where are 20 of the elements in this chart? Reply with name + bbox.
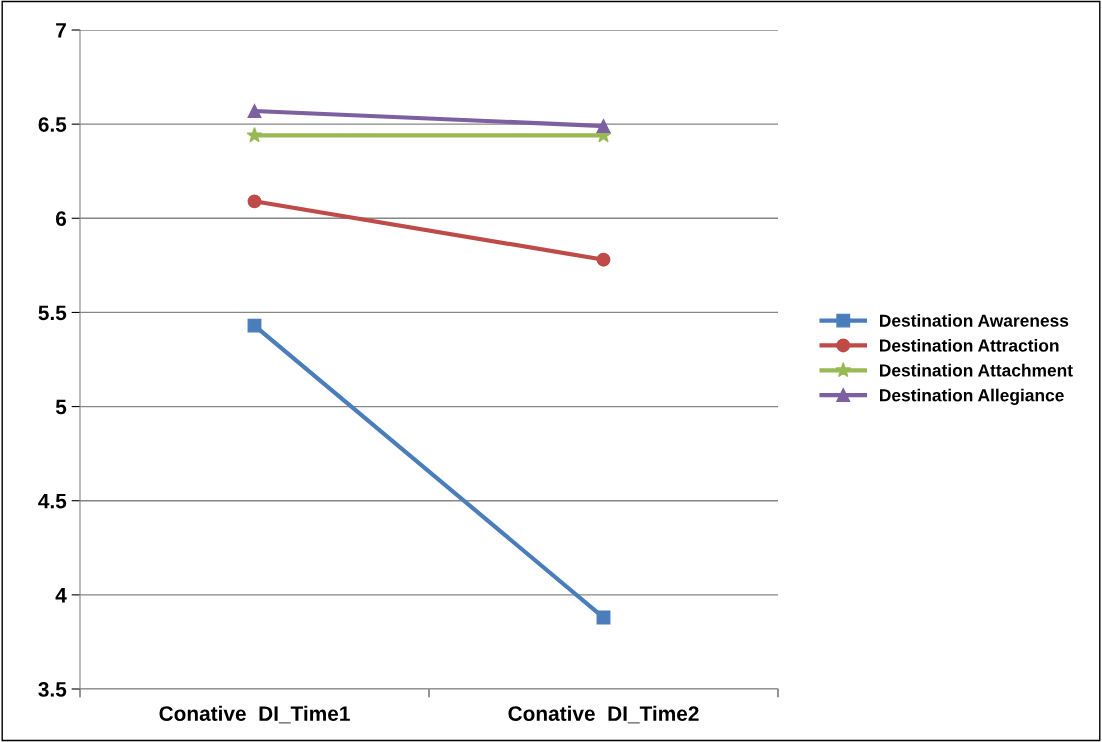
y-tick-label: 6.5 [38,117,67,132]
y-tick-label: 6 [55,211,67,227]
legend-label: Destination Attachment [880,363,1073,377]
y-tick-label: 4 [55,588,67,603]
y-tick-label: 5 [55,399,67,415]
x-tick-label: Conative DI_Time2 [508,705,699,724]
point [246,127,263,143]
legend-label: Destination Attraction [880,338,1059,352]
y-tick-label: 7 [56,23,66,38]
legend-label: Destination Allegiance [880,388,1064,405]
point [247,194,262,209]
y-tick-label: 4.5 [38,493,67,509]
legend-label: Destination Awareness [880,314,1069,327]
point [596,252,611,267]
y-tick-label: 3.5 [38,682,67,697]
x-tick-label: Conative DI_Time1 [159,705,350,724]
point [247,104,262,118]
point [247,318,262,333]
y-tick-label: 5.5 [38,305,67,321]
point [596,119,611,133]
